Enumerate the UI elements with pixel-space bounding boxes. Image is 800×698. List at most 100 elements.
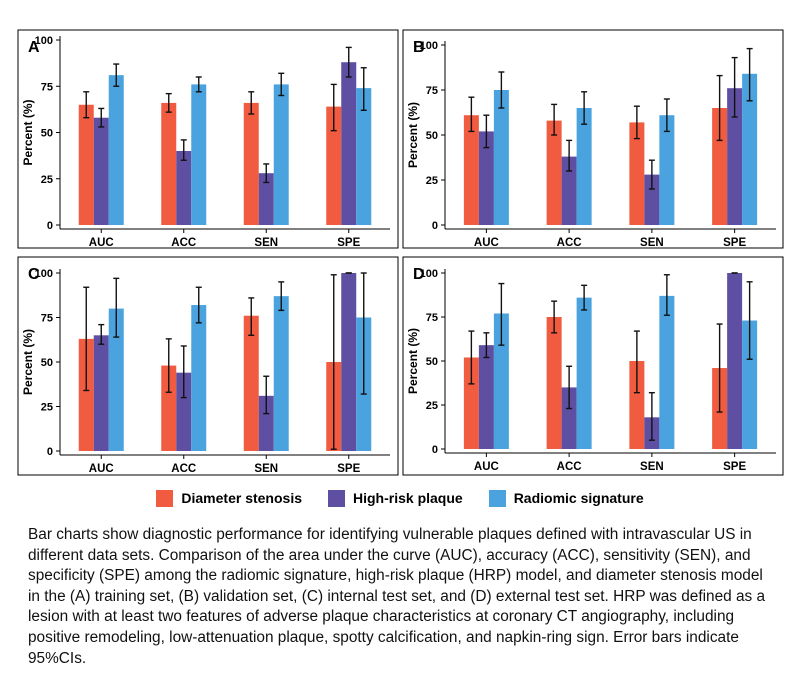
- y-tick-label: 0: [47, 220, 53, 232]
- panel-frame: [402, 29, 784, 249]
- bar-high-risk-plaque: [176, 151, 192, 225]
- legend-item-high-risk-plaque: High-risk plaque: [328, 489, 463, 507]
- bar-diameter-stenosis: [78, 338, 94, 451]
- bar-diameter-stenosis: [243, 102, 259, 225]
- y-tick-label: 75: [426, 312, 438, 324]
- bar-radiomic-signature: [191, 305, 207, 451]
- bar-diameter-stenosis: [463, 115, 479, 225]
- x-tick-label: ACC: [171, 463, 196, 475]
- bar-high-risk-plaque: [176, 372, 192, 451]
- chart-panel-a: A Percent (%) 0 25 50 75 100 AUC ACC SEN SPE: [17, 29, 399, 249]
- x-tick-label: SPE: [337, 463, 360, 475]
- y-tick-label: 25: [426, 175, 438, 187]
- chart-panel-b: B Percent (%) 0 25 50 75 100 AUC ACC SEN SPE: [402, 29, 784, 249]
- y-tick-label: 75: [41, 81, 53, 93]
- bar-radiomic-signature: [108, 75, 124, 226]
- bar-high-risk-plaque: [341, 273, 357, 451]
- bar-radiomic-signature: [273, 84, 289, 226]
- bar-radiomic-signature: [493, 90, 509, 225]
- bar-high-risk-plaque: [258, 173, 274, 225]
- bar-diameter-stenosis: [161, 365, 177, 451]
- y-axis-label: Percent (%): [21, 329, 35, 395]
- bar-radiomic-signature: [742, 73, 758, 225]
- bar-high-risk-plaque: [478, 345, 494, 449]
- legend-item-radiomic-signature: Radiomic signature: [488, 489, 644, 507]
- bar-diameter-stenosis: [629, 122, 645, 225]
- x-tick-label: AUC: [89, 237, 114, 249]
- x-tick-label: ACC: [171, 237, 196, 249]
- x-tick-label: SPE: [337, 237, 360, 249]
- y-axis-label: Percent (%): [406, 102, 420, 168]
- legend-item-diameter-stenosis: Diameter stenosis: [156, 489, 302, 507]
- y-tick-label: 100: [420, 40, 438, 52]
- x-tick-label: SPE: [723, 237, 746, 249]
- y-tick-label: 50: [426, 130, 438, 142]
- panel-label: B: [413, 39, 425, 56]
- y-tick-label: 50: [41, 357, 53, 369]
- x-tick-label: SEN: [254, 463, 278, 475]
- bar-diameter-stenosis: [161, 102, 177, 225]
- bar-radiomic-signature: [576, 297, 592, 449]
- x-tick-label: SEN: [640, 237, 664, 249]
- y-tick-label: 100: [35, 35, 53, 47]
- bar-radiomic-signature: [576, 108, 592, 225]
- bar-diameter-stenosis: [78, 104, 94, 225]
- bar-diameter-stenosis: [546, 317, 562, 449]
- x-tick-label: AUC: [474, 237, 499, 249]
- panel-frame: [17, 29, 399, 249]
- bar-diameter-stenosis: [546, 120, 562, 225]
- bar-high-risk-plaque: [727, 273, 743, 449]
- bar-radiomic-signature: [356, 88, 372, 225]
- legend-label-radiomic-signature: Radiomic signature: [513, 490, 644, 506]
- x-tick-label: SPE: [723, 461, 746, 473]
- chart-legend: Diameter stenosis High-risk plaque Radio…: [0, 484, 800, 512]
- legend-swatch-diameter-stenosis: [156, 489, 174, 507]
- panel-frame: [402, 256, 784, 476]
- bar-radiomic-signature: [108, 308, 124, 451]
- y-axis-label: Percent (%): [406, 328, 420, 394]
- bar-high-risk-plaque: [644, 174, 660, 225]
- y-tick-label: 25: [41, 174, 53, 186]
- bar-high-risk-plaque: [561, 156, 577, 225]
- figure-caption: Bar charts show diagnostic performance f…: [28, 526, 766, 667]
- y-axis-label: Percent (%): [21, 99, 35, 165]
- y-tick-label: 0: [432, 444, 438, 456]
- y-tick-label: 50: [41, 128, 53, 140]
- bar-chart-grid: A Percent (%) 0 25 50 75 100 AUC ACC SEN SPE B Perce…: [17, 29, 784, 476]
- bar-high-risk-plaque: [561, 387, 577, 449]
- panel-frame: [17, 256, 399, 476]
- y-tick-label: 100: [420, 268, 438, 280]
- chart-panel-c: C Percent (%) 0 25 50 75 100 AUC ACC SEN SPE: [17, 256, 399, 476]
- legend-swatch-high-risk-plaque: [328, 489, 345, 507]
- x-tick-label: SEN: [640, 461, 664, 473]
- bar-radiomic-signature: [659, 115, 675, 225]
- y-tick-label: 25: [41, 402, 53, 414]
- x-tick-label: ACC: [557, 237, 582, 249]
- legend-label-diameter-stenosis: Diameter stenosis: [181, 490, 302, 506]
- x-tick-label: SEN: [254, 237, 278, 249]
- bar-diameter-stenosis: [243, 315, 259, 451]
- bar-radiomic-signature: [659, 295, 675, 449]
- x-tick-label: AUC: [474, 461, 499, 473]
- y-tick-label: 0: [432, 220, 438, 232]
- bar-high-risk-plaque: [727, 88, 743, 225]
- x-tick-label: AUC: [89, 463, 114, 475]
- bar-radiomic-signature: [493, 313, 509, 449]
- panel-label: A: [28, 39, 40, 56]
- bar-diameter-stenosis: [629, 361, 645, 449]
- bar-radiomic-signature: [742, 320, 758, 449]
- bar-radiomic-signature: [191, 84, 207, 226]
- x-tick-label: ACC: [557, 461, 582, 473]
- bar-high-risk-plaque: [478, 131, 494, 225]
- bar-high-risk-plaque: [93, 335, 109, 451]
- bar-diameter-stenosis: [463, 357, 479, 449]
- y-tick-label: 0: [47, 446, 53, 458]
- panel-label: D: [413, 266, 425, 283]
- bar-diameter-stenosis: [326, 106, 342, 225]
- y-tick-label: 50: [426, 356, 438, 368]
- y-tick-label: 75: [41, 313, 53, 325]
- y-tick-label: 100: [35, 268, 53, 280]
- bar-diameter-stenosis: [712, 108, 728, 225]
- y-tick-label: 25: [426, 400, 438, 412]
- legend-swatch-radiomic-signature: [488, 489, 506, 507]
